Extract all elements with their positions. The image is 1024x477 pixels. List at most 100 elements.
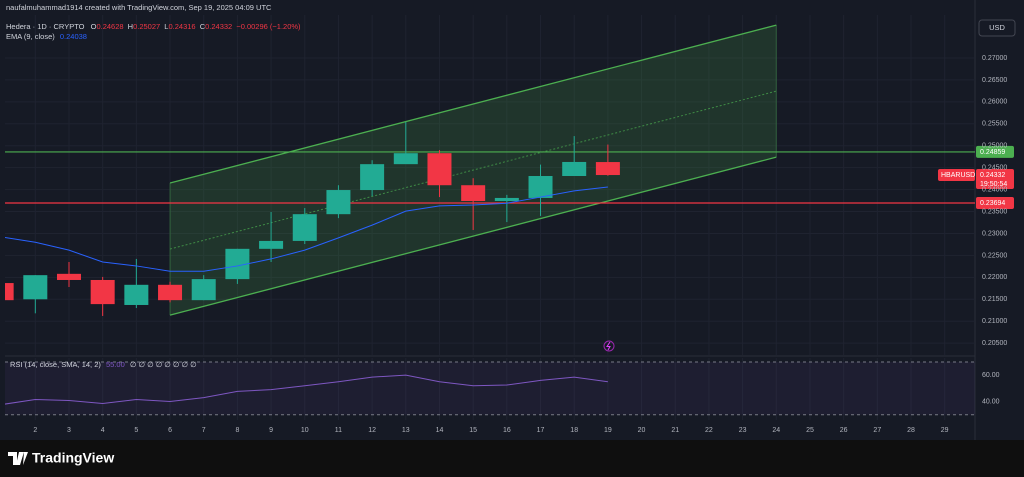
candle-body (5, 283, 14, 301)
x-tick-label: 29 (941, 427, 949, 434)
y-tick-label: 0.23500 (982, 208, 1007, 215)
x-tick-label: 7 (202, 427, 206, 434)
ema-value: 0.24038 (60, 32, 87, 41)
change: −0.00296 (−1.20%) (236, 22, 301, 31)
channel-lower (169, 156, 777, 316)
y-tick-label: 0.23000 (982, 230, 1007, 237)
x-tick-label: 11 (335, 427, 342, 434)
candle-body (259, 240, 284, 249)
candle-body (158, 284, 183, 301)
currency[interactable]: USD (989, 23, 1005, 32)
candle-body (461, 185, 486, 202)
rsi-tick-label: 60.00 (982, 372, 1000, 379)
legend-ohlc: Hedera · 1D · CRYPTO O0.24628 H0.25027 L… (6, 22, 301, 31)
y-tick-label: 0.26500 (982, 77, 1007, 84)
y-tick-label: 0.26000 (982, 99, 1007, 106)
x-tick-label: 19 (604, 427, 612, 434)
event-bolt (606, 341, 611, 351)
footer (0, 440, 1024, 477)
overlay: 0.24859 0.23694 0.24332 19:50:54 HBARUSD (938, 145, 1014, 210)
x-tick-label: 3 (67, 427, 71, 434)
rsi-name: RSI (14, close, SMA, 14, 2) (10, 360, 101, 369)
rsi-line (5, 374, 608, 405)
y-tick-label: 0.24500 (982, 165, 1007, 172)
legend-ema: EMA (9, close) 0.24038 (6, 32, 87, 41)
x-tick-label: 13 (402, 427, 410, 434)
price-tag-label: 0.24859 (980, 149, 1005, 156)
x-tick-label: 2 (33, 427, 37, 434)
candle-body (90, 279, 115, 305)
candle-body (427, 153, 452, 186)
candle-body (124, 284, 149, 305)
price-tag (976, 197, 1014, 210)
candle-body (292, 214, 317, 241)
event-icon[interactable] (603, 340, 615, 352)
rsi-value: 55.00 (106, 360, 125, 369)
plot (5, 15, 975, 355)
candle-body (393, 153, 418, 165)
logo-icon (8, 452, 28, 465)
price-tag-label: 0.23694 (980, 200, 1005, 207)
y-tick-label: 0.22000 (982, 274, 1007, 281)
y-tick-label: 0.25000 (982, 143, 1007, 150)
candle-body (326, 190, 351, 215)
x-tick-label: 20 (638, 427, 646, 434)
rsi-pane (5, 358, 975, 420)
chart-background (0, 0, 1024, 440)
symbol: Hedera · 1D · CRYPTO (6, 22, 85, 31)
ema-line (5, 186, 608, 272)
ohlc-label: O (91, 22, 97, 31)
x-tick-label: 8 (235, 427, 239, 434)
rsi-extra: ∅ ∅ ∅ ∅ ∅ ∅ ∅ ∅ (130, 360, 197, 369)
currency-box[interactable] (978, 19, 1016, 37)
ohlc-value: 0.24316 (168, 22, 195, 31)
x-tick-label: 9 (269, 427, 273, 434)
x-tick-label: 12 (368, 427, 376, 434)
symbol-tag-label: HBARUSD (941, 172, 975, 179)
countdown: 19:50:54 (980, 181, 1007, 188)
x-tick-label: 10 (301, 427, 309, 434)
candle-body (23, 275, 48, 300)
symbol-tag (938, 169, 975, 182)
x-tick-label: 14 (436, 427, 444, 434)
candle-body (528, 176, 553, 198)
rsi-tick-label: 40.00 (982, 398, 1000, 405)
x-tick-label: 6 (168, 427, 172, 434)
x-tick-label: 16 (503, 427, 511, 434)
y-tick-label: 0.24000 (982, 186, 1007, 193)
y-tick-label: 0.21000 (982, 318, 1007, 325)
ohlc-value: 0.24628 (96, 22, 123, 31)
y-tick-label: 0.22500 (982, 252, 1007, 259)
ohlc-label: H (128, 22, 133, 31)
ema-name: EMA (9, close) (6, 32, 55, 41)
x-tick-label: 26 (840, 427, 848, 434)
candle-body (56, 273, 81, 280)
candle-body (360, 164, 385, 191)
price-tag-label: 0.24332 (980, 172, 1005, 179)
price-tag (976, 169, 1014, 190)
x-tick-label: 22 (705, 427, 713, 434)
ohlc-label: L (164, 22, 168, 31)
candle-body (494, 197, 519, 202)
ohlc-label: C (200, 22, 206, 31)
x-tick-label: 25 (806, 427, 814, 434)
x-tick-label: 23 (739, 427, 747, 434)
ohlc-value: 0.25027 (133, 22, 160, 31)
candle-body (562, 161, 587, 177)
y-tick-label: 0.27000 (982, 55, 1007, 62)
x-tick-label: 27 (873, 427, 881, 434)
price-tag (976, 145, 1014, 158)
legend-rsi: RSI (14, close, SMA, 14, 2) 55.00 ∅ ∅ ∅ … (10, 360, 197, 369)
channel-upper (169, 24, 777, 184)
x-tick-label: 24 (772, 427, 780, 434)
candle-body (191, 279, 216, 301)
ohlc-value: 0.24332 (205, 22, 232, 31)
y-tick-label: 0.20500 (982, 340, 1007, 347)
brand: TradingView (32, 450, 114, 466)
x-tick-label: 18 (570, 427, 578, 434)
x-tick-label: 21 (671, 427, 679, 434)
x-tick-label: 28 (907, 427, 915, 434)
credit: naufalmuhammad1914 created with TradingV… (6, 3, 272, 12)
candle-body (595, 162, 620, 176)
